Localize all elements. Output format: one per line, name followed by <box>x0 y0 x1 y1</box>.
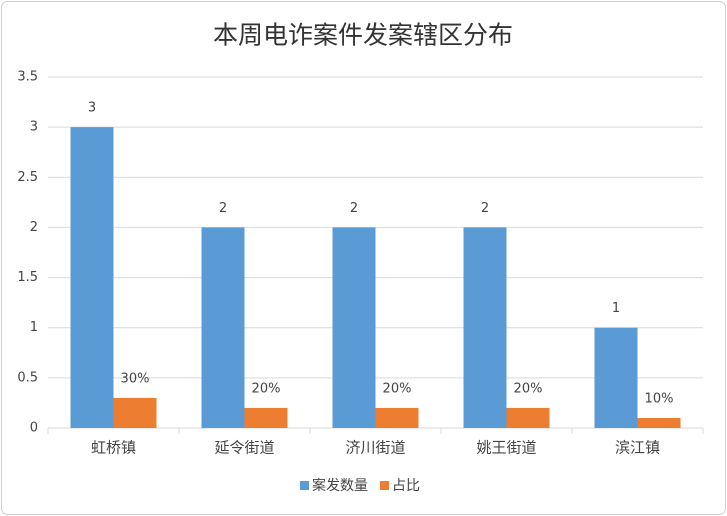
value-label: 30% <box>121 371 150 386</box>
value-label: 2 <box>350 201 358 216</box>
bar <box>201 227 245 428</box>
y-tick-label: 2 <box>30 220 38 235</box>
value-label: 2 <box>219 201 227 216</box>
bar <box>594 327 638 428</box>
y-tick-label: 0 <box>30 421 38 436</box>
bar <box>113 397 157 428</box>
y-tick-label: 3.5 <box>17 70 38 85</box>
value-label: 2 <box>481 201 489 216</box>
y-tick-label: 3 <box>30 120 38 135</box>
legend-label: 占比 <box>392 478 420 494</box>
bar <box>375 407 419 428</box>
value-label: 20% <box>383 381 412 396</box>
bar <box>70 127 114 429</box>
value-label: 1 <box>612 301 620 316</box>
y-tick-label: 1.5 <box>17 270 38 285</box>
y-tick-label: 2.5 <box>17 170 38 185</box>
legend-label: 案发数量 <box>312 477 368 494</box>
value-label: 3 <box>88 101 96 116</box>
y-tick-label: 1 <box>30 320 38 335</box>
bar <box>463 227 507 428</box>
bar <box>637 417 681 428</box>
legend-swatch <box>380 481 389 490</box>
bar <box>506 407 550 428</box>
x-tick-label: 延令街道 <box>214 439 274 457</box>
x-tick-label: 济川街道 <box>345 439 405 457</box>
chart-title: 本周电诈案件发案辖区分布 <box>213 21 513 50</box>
x-tick-label: 滨江镇 <box>615 439 660 457</box>
bar <box>332 227 376 428</box>
legend-swatch <box>300 481 309 490</box>
x-tick-label: 姚王街道 <box>476 439 536 457</box>
bar <box>244 407 288 428</box>
x-tick-label: 虹桥镇 <box>91 439 136 457</box>
value-label: 20% <box>514 381 543 396</box>
value-label: 10% <box>645 391 674 406</box>
y-tick-label: 0.5 <box>17 370 38 385</box>
value-label: 20% <box>252 381 281 396</box>
